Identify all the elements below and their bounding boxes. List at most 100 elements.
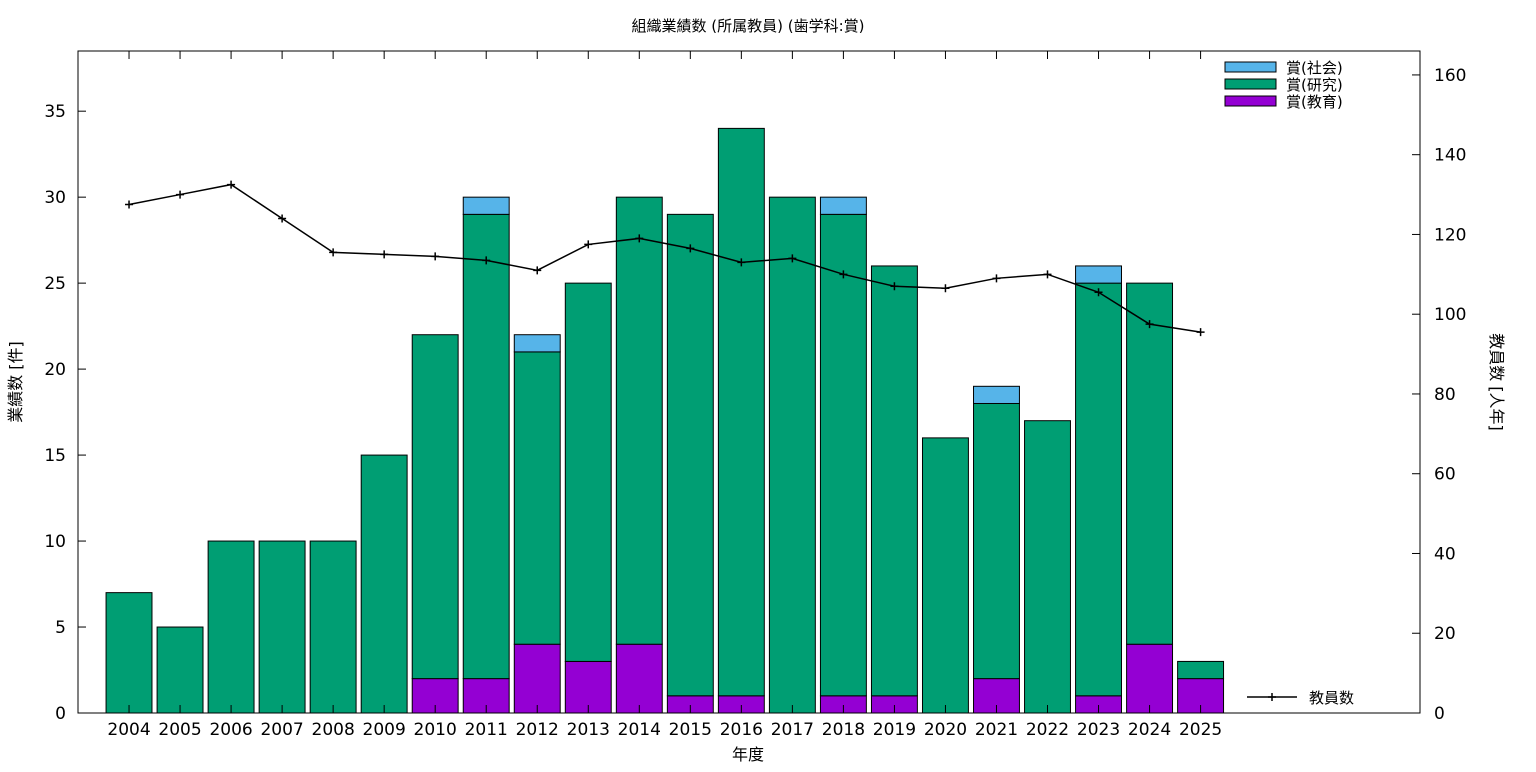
bar-segment-2010-s1 — [411, 334, 459, 680]
y2-tick-label: 160 — [1434, 66, 1466, 86]
bar-segment-2023-s1 — [1075, 282, 1122, 697]
bar-segment-2022-s1 — [1024, 420, 1071, 714]
x-tick-label: 2004 — [107, 720, 150, 740]
faculty-point-2011 — [482, 256, 491, 265]
line-group — [125, 180, 1205, 337]
faculty-point-2016 — [737, 258, 746, 267]
faculty-point-2007 — [278, 214, 287, 223]
legend-swatch-2 — [1224, 95, 1277, 107]
y2-tick-label: 120 — [1434, 225, 1466, 245]
bar-segment-2009-s1 — [360, 454, 408, 714]
bar-segment-2018-s2 — [819, 196, 867, 215]
faculty-line — [128, 183, 1201, 333]
faculty-point-2014 — [635, 234, 644, 243]
bar-segment-2012-s1 — [513, 351, 561, 645]
bar-segment-2006-s1 — [207, 540, 255, 714]
faculty-point-2022 — [1043, 270, 1052, 279]
y-tick-label: 25 — [44, 274, 66, 294]
x-tick-label: 2019 — [873, 720, 916, 740]
bar-segment-2025-s1 — [1177, 660, 1225, 680]
y2-tick-label: 0 — [1434, 704, 1445, 724]
x-tick-label: 2020 — [924, 720, 967, 740]
bar-segment-2021-s2 — [973, 385, 1020, 404]
y-tick-label: 15 — [44, 446, 66, 466]
legend-group: 賞(社会)賞(研究)賞(教育) 教員数 — [1224, 59, 1354, 707]
bar-segment-2012-s0 — [513, 643, 561, 714]
bar-segment-2019-s1 — [870, 265, 918, 697]
x-tick-label: 2012 — [516, 720, 559, 740]
bar-segment-2005-s1 — [156, 626, 204, 714]
y-tick-label: 35 — [44, 102, 66, 122]
chart-title: 組織業績数 (所属教員) (歯学科:賞) — [632, 17, 865, 35]
bar-segment-2008-s1 — [309, 540, 357, 714]
y2-tick-label: 80 — [1434, 385, 1456, 405]
faculty-point-2012 — [533, 266, 542, 275]
legend-swatch-1 — [1224, 78, 1277, 90]
y-tick-label: 10 — [44, 532, 66, 552]
faculty-point-2015 — [686, 244, 695, 253]
bar-segment-2011-s2 — [462, 196, 510, 215]
bar-segment-2015-s1 — [666, 213, 714, 697]
legend-label-1: 賞(研究) — [1286, 76, 1343, 94]
faculty-point-2005 — [176, 190, 185, 199]
faculty-point-2019 — [890, 282, 899, 291]
bar-segment-2007-s1 — [258, 540, 306, 714]
x-tick-label: 2017 — [771, 720, 814, 740]
x-tick-label: 2013 — [567, 720, 610, 740]
x-tick-label: 2018 — [822, 720, 865, 740]
x-tick-label: 2023 — [1077, 720, 1120, 740]
x-tick-label: 2016 — [720, 720, 763, 740]
faculty-point-2008 — [329, 248, 338, 257]
x-axis-label: 年度 — [732, 745, 764, 764]
faculty-point-2018 — [839, 270, 848, 279]
x-tick-label: 2010 — [414, 720, 457, 740]
y2-tick-label: 40 — [1434, 544, 1456, 564]
y2-tick-label: 60 — [1434, 465, 1456, 485]
bar-segment-2014-s0 — [615, 643, 663, 714]
bar-segment-2014-s1 — [615, 196, 663, 645]
bar-segment-2011-s1 — [462, 213, 510, 680]
legend-swatch-0 — [1224, 61, 1277, 73]
faculty-point-2025 — [1196, 328, 1205, 337]
legend-line-label: 教員数 — [1309, 689, 1354, 707]
legend-line-marker — [1268, 693, 1276, 701]
bars-group — [105, 127, 1225, 714]
x-tick-label: 2024 — [1128, 720, 1171, 740]
bar-segment-2017-s1 — [768, 196, 816, 714]
faculty-point-2009 — [380, 250, 389, 259]
bar-segment-2023-s2 — [1075, 265, 1122, 284]
bar-segment-2018-s1 — [819, 213, 867, 697]
y2-axis-label: 教員数 [人年] — [1487, 333, 1506, 431]
x-tick-label: 2022 — [1026, 720, 1069, 740]
x-tick-label: 2009 — [363, 720, 406, 740]
x-tick-label: 2011 — [465, 720, 508, 740]
bar-segment-2024-s0 — [1126, 643, 1174, 714]
x-tick-label: 2025 — [1179, 720, 1222, 740]
faculty-point-2017 — [788, 254, 797, 263]
x-tick-label: 2021 — [975, 720, 1018, 740]
y2-tick-label: 100 — [1434, 305, 1466, 325]
bar-segment-2012-s2 — [513, 334, 561, 353]
bar-segment-2020-s1 — [921, 437, 969, 714]
x-tick-label: 2006 — [209, 720, 252, 740]
faculty-point-2006 — [227, 180, 236, 189]
faculty-point-2021 — [992, 274, 1001, 283]
bar-segment-2016-s1 — [717, 127, 765, 697]
x-tick-label: 2015 — [669, 720, 712, 740]
bar-segment-2013-s1 — [564, 282, 612, 662]
faculty-point-2023 — [1094, 288, 1103, 297]
legend-label-0: 賞(社会) — [1286, 59, 1343, 77]
faculty-point-2020 — [941, 284, 950, 293]
y2-tick-label: 20 — [1434, 624, 1456, 644]
bar-segment-2021-s1 — [973, 402, 1020, 680]
faculty-point-2004 — [125, 200, 134, 209]
y-tick-label: 0 — [55, 704, 66, 724]
faculty-point-2024 — [1145, 320, 1154, 329]
x-tick-label: 2007 — [260, 720, 303, 740]
legend-label-2: 賞(教育) — [1286, 93, 1343, 111]
x-tick-label: 2008 — [312, 720, 355, 740]
faculty-point-2013 — [584, 240, 593, 249]
